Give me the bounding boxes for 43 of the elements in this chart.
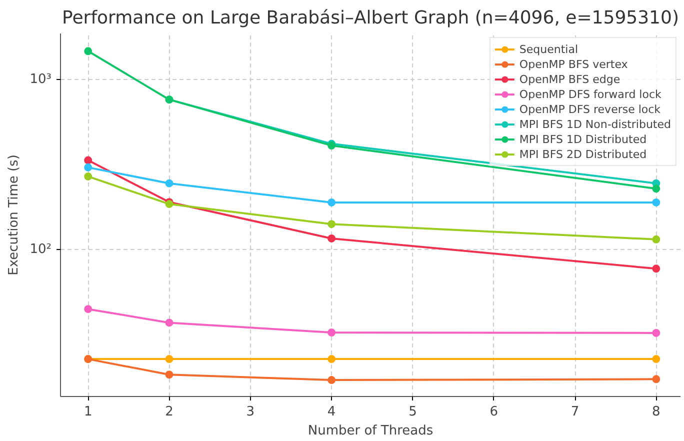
legend-label: OpenMP BFS edge (519, 72, 620, 86)
point (165, 370, 174, 379)
point (84, 47, 92, 56)
chart-title: Performance on Large Barabási–Albert Graph (n=4096, e=1595310) (62, 8, 679, 28)
y-tick-label: 10³ (30, 72, 52, 88)
y-tick-label: 10² (30, 242, 52, 257)
legend-label: OpenMP DFS reverse lock (519, 102, 661, 116)
point (84, 156, 92, 164)
point (165, 179, 174, 188)
x-axis-title: Number of Threads (308, 424, 434, 438)
point (652, 184, 660, 193)
y-axis-title: Execution Time (s) (6, 154, 22, 276)
legend-label: MPI BFS 1D Non-distributed (519, 117, 671, 131)
point (652, 375, 660, 384)
x-tick-label: 3 (246, 404, 255, 420)
point (328, 328, 336, 336)
point (84, 172, 92, 180)
x-tick-label: 6 (490, 404, 498, 420)
x-tick-label: 4 (327, 404, 336, 420)
x-tick-label: 2 (165, 404, 174, 420)
legend-label: MPI BFS 2D Distributed (519, 147, 647, 161)
point (652, 198, 660, 206)
point (652, 328, 660, 337)
point (328, 234, 336, 242)
point (652, 264, 660, 273)
x-tick-label: 8 (652, 404, 660, 420)
legend-label: OpenMP DFS forward lock (519, 87, 662, 101)
point (328, 198, 336, 206)
x-tick-label: 7 (570, 404, 580, 420)
x-tick-label: 1 (84, 404, 92, 420)
x-tick-label: 5 (408, 404, 417, 420)
point (328, 220, 336, 228)
point (165, 355, 174, 364)
point (652, 235, 660, 244)
point (652, 355, 660, 364)
legend-label: OpenMP BFS vertex (519, 57, 628, 71)
point (84, 163, 92, 172)
point (84, 305, 92, 314)
legend-label: MPI BFS 1D Distributed (519, 132, 647, 146)
point (165, 318, 174, 327)
legend-label: Sequential (519, 42, 578, 56)
point (328, 376, 336, 384)
point (328, 355, 336, 364)
